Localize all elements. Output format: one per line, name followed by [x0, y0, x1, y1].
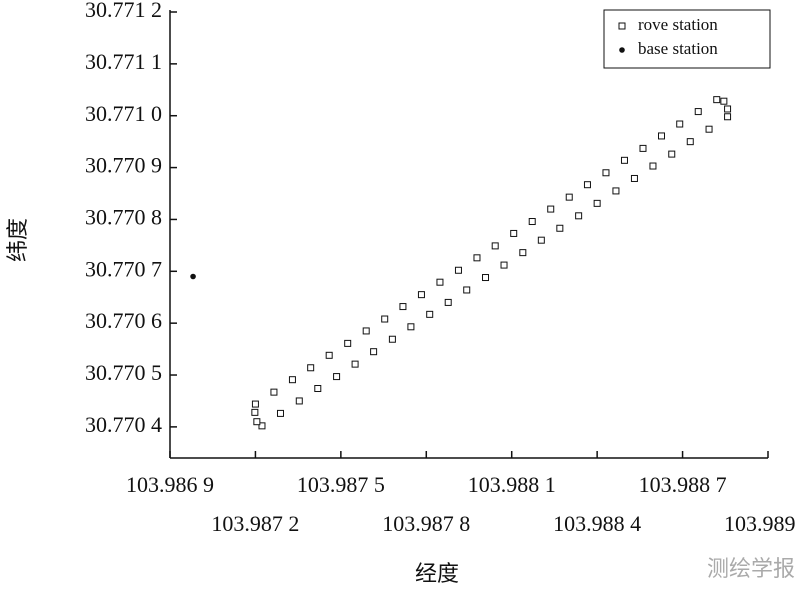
rove-point	[270, 388, 278, 396]
rove-point	[426, 310, 434, 318]
x-tick-label: 103.987 2	[211, 511, 299, 536]
rove-point	[676, 120, 684, 128]
rove-point	[510, 229, 518, 237]
rove-point	[620, 156, 628, 164]
rove-point	[556, 224, 564, 232]
rove-point	[649, 162, 657, 170]
y-tick-label: 30.771 0	[85, 101, 162, 126]
y-tick-label: 30.770 7	[85, 256, 162, 281]
rove-point	[686, 138, 694, 146]
x-tick-label: 103.988 7	[639, 472, 727, 497]
rove-point	[705, 125, 713, 133]
rove-point	[482, 274, 490, 282]
x-tick-label: 103.987 8	[382, 511, 470, 536]
rove-point	[694, 108, 702, 116]
y-tick-label: 30.771 1	[85, 49, 162, 74]
rove-point	[491, 242, 499, 250]
base-point	[190, 273, 196, 280]
y-tick-label: 30.770 9	[85, 153, 162, 178]
y-tick-label: 30.770 6	[85, 308, 162, 333]
x-tick-label: 103.986 9	[126, 472, 214, 497]
rove-point	[276, 409, 284, 417]
rove-point	[720, 97, 728, 105]
rove-point	[417, 291, 425, 299]
rove-point	[454, 266, 462, 274]
rove-point	[575, 212, 583, 220]
rove-point	[713, 96, 721, 104]
y-axis-title: 纬度	[5, 218, 30, 262]
rove-point	[500, 261, 508, 269]
rove-point	[370, 348, 378, 356]
y-tick-label: 30.770 8	[85, 204, 162, 229]
rove-point	[258, 422, 266, 430]
rove-point	[333, 373, 341, 381]
rove-point	[399, 303, 407, 311]
rove-point	[388, 335, 396, 343]
rove-point	[251, 408, 259, 416]
x-tick-label: 103.988 1	[468, 472, 556, 497]
x-tick-label: 103.988 4	[553, 511, 641, 536]
legend-label: base station	[638, 39, 718, 58]
rove-point	[407, 323, 415, 331]
legend-label: rove station	[638, 15, 718, 34]
y-tick-label: 30.771 2	[85, 0, 162, 22]
x-tick-label: 103.989 0	[724, 511, 800, 536]
rove-point	[612, 187, 620, 195]
rove-point	[351, 360, 359, 368]
rove-point	[344, 339, 352, 347]
rove-point	[381, 315, 389, 323]
rove-point	[630, 174, 638, 182]
x-tick-label: 103.987 5	[297, 472, 385, 497]
rove-point	[519, 249, 527, 257]
rove-point	[724, 105, 732, 113]
rove-point	[463, 286, 471, 294]
rove-point	[307, 364, 315, 372]
rove-point	[444, 298, 452, 306]
x-axis-title: 经度	[415, 561, 459, 586]
rove-point	[295, 397, 303, 405]
rove-point	[593, 199, 601, 207]
rove-point	[436, 278, 444, 286]
rove-point	[583, 181, 591, 189]
legend-marker	[619, 47, 625, 53]
y-tick-label: 30.770 5	[85, 360, 162, 385]
rove-point	[325, 351, 333, 359]
rove-point	[668, 150, 676, 158]
rove-point	[657, 132, 665, 140]
rove-point	[547, 205, 555, 213]
rove-point	[288, 376, 296, 384]
y-tick-label: 30.770 4	[85, 412, 162, 437]
rove-point	[314, 385, 322, 393]
rove-point	[473, 254, 481, 262]
legend-box	[603, 9, 771, 69]
rove-point	[724, 113, 732, 121]
watermark: 测绘学报	[707, 557, 795, 582]
rove-point	[253, 418, 261, 426]
legend-marker	[618, 22, 626, 30]
rove-point	[528, 218, 536, 226]
rove-point	[639, 144, 647, 152]
rove-point	[362, 327, 370, 335]
rove-point	[251, 400, 259, 408]
rove-point	[565, 193, 573, 201]
rove-point	[537, 236, 545, 244]
rove-point	[602, 169, 610, 177]
